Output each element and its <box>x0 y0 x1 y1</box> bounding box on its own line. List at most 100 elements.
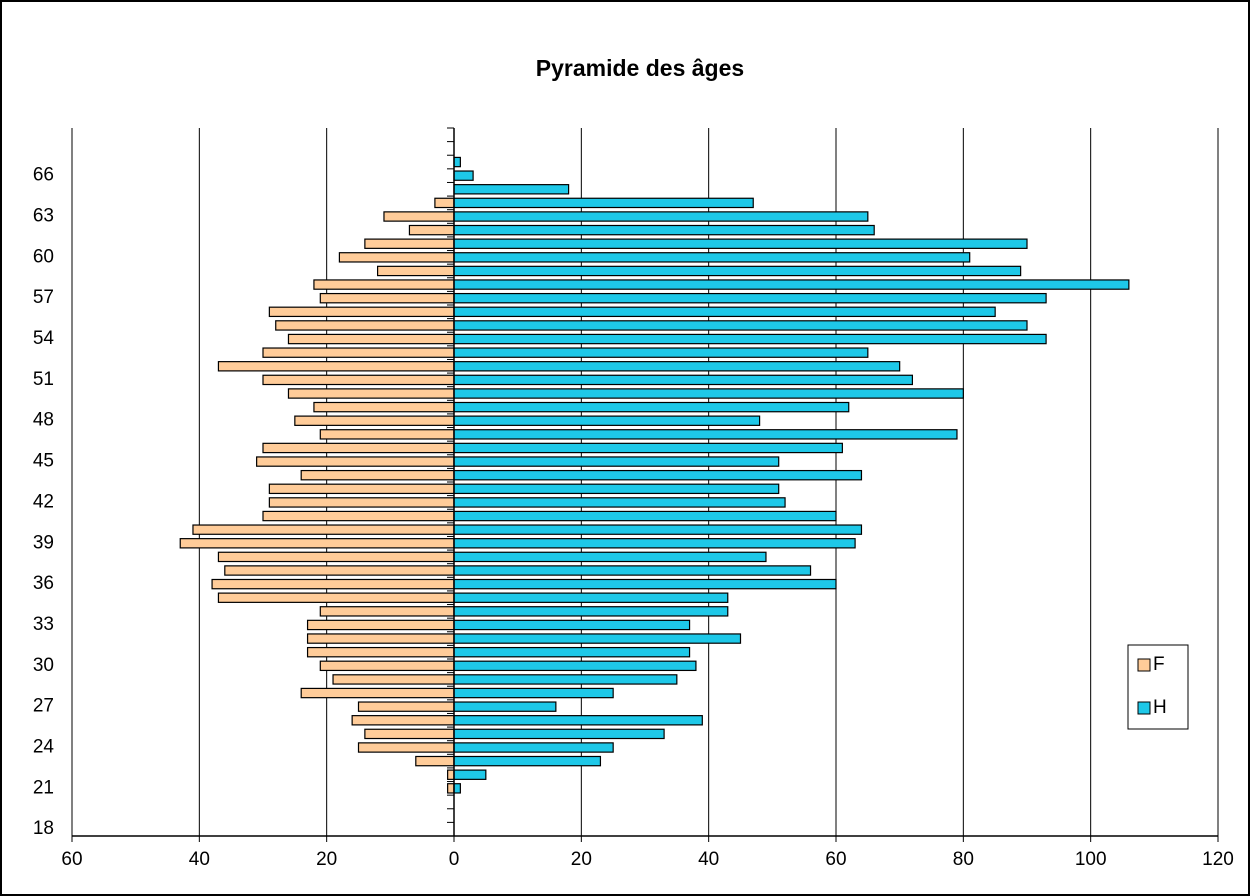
bar <box>217 592 455 603</box>
bar <box>357 701 455 712</box>
bar <box>453 224 875 236</box>
bar <box>294 415 455 426</box>
bar <box>453 728 665 740</box>
bar <box>453 442 843 454</box>
bar <box>453 456 780 467</box>
bar <box>453 401 850 413</box>
y-tick-label: 66 <box>33 165 54 186</box>
bar <box>453 715 703 726</box>
bar <box>453 361 901 372</box>
bar <box>453 469 863 481</box>
bar <box>351 715 455 726</box>
bar <box>306 646 455 658</box>
bar <box>453 415 761 426</box>
bar <box>453 320 1028 331</box>
x-tick-label: 100 <box>1075 849 1107 870</box>
y-tick-label: 39 <box>33 532 54 553</box>
bar <box>453 252 971 263</box>
bar <box>453 538 856 549</box>
bar <box>268 483 455 495</box>
bar <box>453 279 1130 290</box>
bar <box>453 578 837 590</box>
bar <box>262 442 455 454</box>
legend-label: H <box>1153 697 1167 718</box>
bar <box>377 265 455 277</box>
bar <box>275 320 455 331</box>
bar <box>192 524 455 535</box>
bar <box>179 538 455 549</box>
y-tick-label: 33 <box>33 614 54 635</box>
bar <box>268 497 455 508</box>
x-tick-label: 60 <box>61 849 82 870</box>
legend-label: F <box>1153 654 1165 675</box>
bar <box>453 265 1022 277</box>
bar <box>319 660 455 672</box>
y-tick-label: 30 <box>33 655 54 676</box>
bar <box>319 606 455 617</box>
x-tick-label: 60 <box>825 849 846 870</box>
bar <box>313 401 455 413</box>
bar <box>453 238 1028 249</box>
bar <box>453 292 1047 304</box>
bar <box>262 374 455 386</box>
bar <box>306 619 455 631</box>
bar <box>453 306 996 318</box>
bar <box>306 633 455 644</box>
bar <box>453 606 729 617</box>
bar <box>453 592 729 603</box>
bar <box>453 374 913 386</box>
bar <box>453 429 958 440</box>
x-tick-label: 80 <box>953 849 974 870</box>
bar <box>262 347 455 358</box>
legend-swatch <box>1137 701 1151 715</box>
x-tick-label: 20 <box>316 849 337 870</box>
bar <box>453 333 1047 345</box>
y-tick-label: 21 <box>33 777 54 798</box>
bar <box>408 224 455 236</box>
y-tick-label: 51 <box>33 369 54 390</box>
bar <box>453 551 767 563</box>
legend-swatch <box>1137 658 1151 672</box>
bar <box>268 306 455 318</box>
y-tick-label: 48 <box>33 410 54 431</box>
bar <box>224 565 455 576</box>
bar <box>332 674 455 685</box>
y-tick-label: 60 <box>33 246 54 267</box>
bar <box>287 333 455 345</box>
bar <box>453 184 570 195</box>
bar <box>319 292 455 304</box>
bar <box>453 674 678 685</box>
bar <box>453 211 869 222</box>
bar <box>453 497 786 508</box>
x-tick-label: 40 <box>698 849 719 870</box>
bar <box>364 728 455 740</box>
bar <box>453 633 742 644</box>
bar <box>211 578 455 590</box>
x-tick-label: 20 <box>571 849 592 870</box>
bar <box>453 742 614 753</box>
bar <box>453 619 691 631</box>
bar <box>453 701 557 712</box>
bar <box>364 238 455 249</box>
y-tick-label: 42 <box>33 491 54 512</box>
y-tick-label: 63 <box>33 206 54 227</box>
bar <box>300 469 455 481</box>
y-tick-label: 45 <box>33 451 54 472</box>
x-tick-label: 40 <box>189 849 210 870</box>
bar <box>453 783 461 794</box>
bar <box>217 551 455 563</box>
bar <box>453 483 780 495</box>
bar <box>453 347 869 358</box>
y-tick-label: 18 <box>33 818 54 839</box>
bar <box>453 660 697 672</box>
y-tick-label: 24 <box>33 737 55 758</box>
chart-title: Pyramide des âges <box>536 55 744 81</box>
bar <box>217 361 455 372</box>
bar <box>319 429 455 440</box>
y-tick-label: 27 <box>33 696 54 717</box>
bar <box>262 510 455 522</box>
bar <box>256 456 455 467</box>
y-tick-label: 36 <box>33 573 54 594</box>
